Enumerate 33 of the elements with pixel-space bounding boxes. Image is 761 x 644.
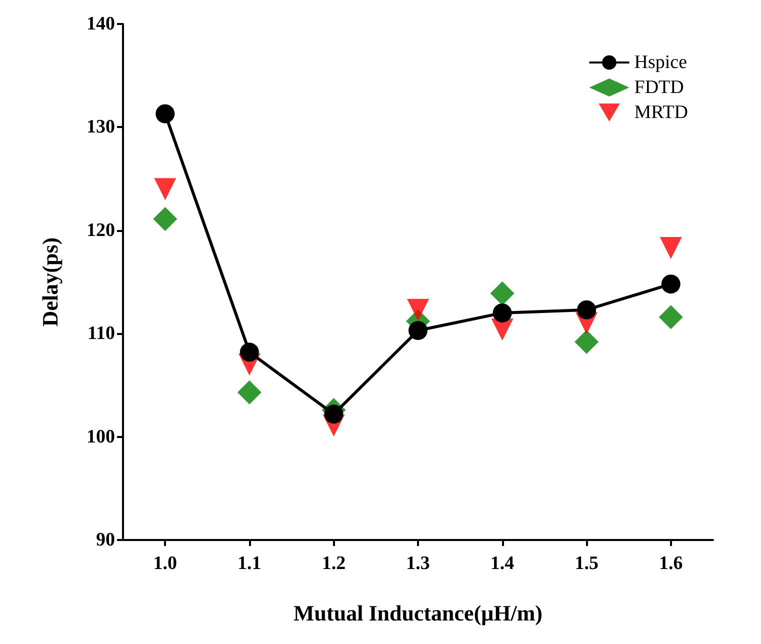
y-axis-title: Delay(ps) <box>38 237 62 327</box>
legend-label: FDTD <box>634 77 684 98</box>
point <box>240 342 259 362</box>
legend-label: Hspice <box>634 52 688 73</box>
x-tick-label: 1.6 <box>658 553 683 574</box>
point <box>237 380 262 404</box>
point <box>153 207 178 232</box>
point <box>407 298 429 321</box>
point <box>154 178 176 200</box>
point <box>324 404 344 424</box>
point <box>660 236 682 259</box>
point <box>658 305 683 330</box>
point <box>490 281 514 306</box>
point <box>577 300 596 320</box>
y-tick-label: 140 <box>86 14 115 34</box>
x-tick-label: 1.3 <box>406 553 430 574</box>
point <box>574 330 599 354</box>
x-tick-label: 1.1 <box>238 553 262 574</box>
point <box>156 104 175 124</box>
point <box>492 303 512 322</box>
y-tick-label: 120 <box>86 220 115 241</box>
point <box>408 321 428 340</box>
x-tick-label: 1.5 <box>574 553 598 574</box>
y-tick-label: 110 <box>88 323 115 344</box>
point <box>661 274 680 294</box>
x-tick-label: 1.2 <box>322 553 346 574</box>
legend-label: MRTD <box>634 102 688 123</box>
x-axis-title: Mutual Inductance(μH/m) <box>294 600 542 626</box>
y-tick-label: 130 <box>86 116 115 138</box>
x-tick-label: 1.0 <box>153 553 178 574</box>
y-tick-label: 100 <box>86 426 115 448</box>
x-tick-label: 1.4 <box>490 553 515 574</box>
y-tick-label: 90 <box>96 530 115 550</box>
